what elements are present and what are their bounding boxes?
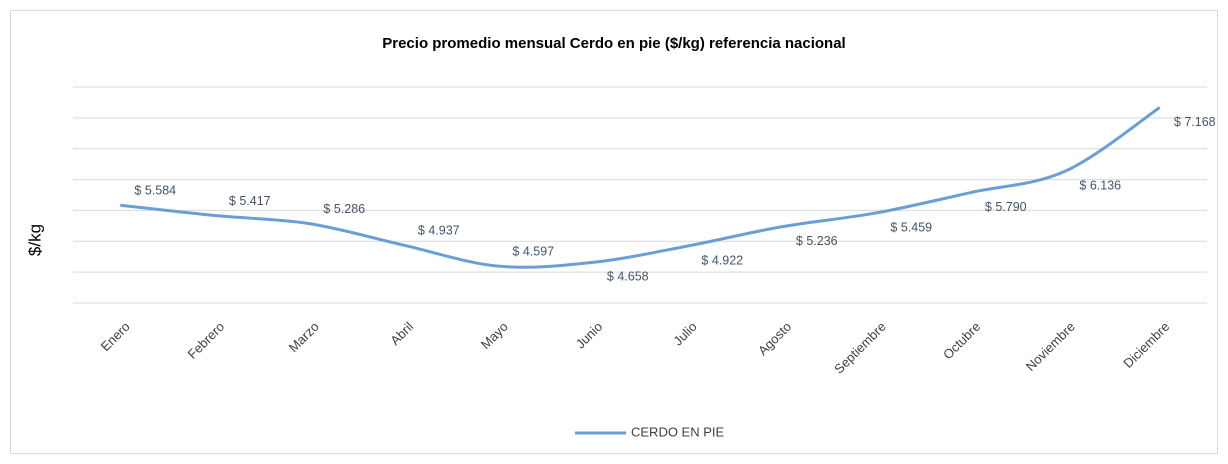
data-label: $ 7.168 (1174, 115, 1216, 129)
chart-border (10, 10, 1218, 454)
data-label: $ 5.286 (323, 202, 365, 216)
data-label: $ 5.790 (985, 200, 1027, 214)
y-axis-label: $/kg (25, 224, 44, 256)
data-label: $ 4.658 (607, 270, 649, 284)
line (120, 106, 1161, 269)
data-label: $ 4.937 (418, 223, 460, 237)
data-label: $ 6.136 (1079, 178, 1121, 192)
data-label: $ 5.417 (229, 194, 271, 208)
data-label: $ 5.236 (796, 234, 838, 248)
legend-label: CERDO EN PIE (631, 424, 725, 439)
chart-title: Precio promedio mensual Cerdo en pie ($/… (382, 35, 845, 52)
data-label: $ 4.597 (512, 244, 554, 258)
data-label: $ 5.459 (890, 220, 932, 234)
data-label: $ 4.922 (701, 253, 743, 267)
data-label: $ 5.584 (134, 184, 176, 198)
